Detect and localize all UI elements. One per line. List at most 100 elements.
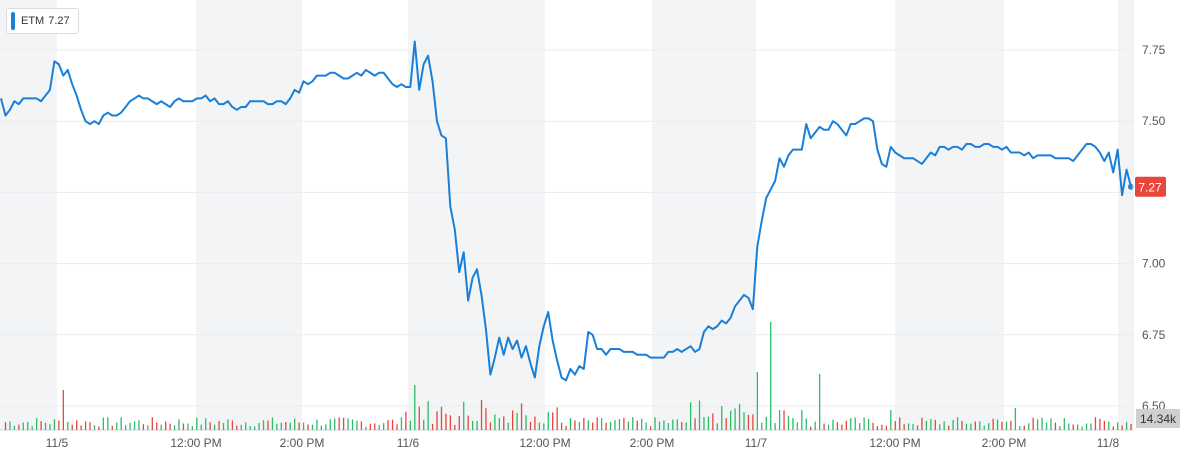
volume-bar <box>258 422 260 430</box>
volume-bar <box>111 425 113 430</box>
volume-bar <box>854 417 856 430</box>
volume-bar <box>1059 426 1061 430</box>
volume-bar <box>583 417 585 430</box>
volume-bar <box>912 423 914 430</box>
volume-bar <box>996 419 999 430</box>
volume-bar <box>178 419 180 430</box>
volume-bar <box>165 421 167 430</box>
volume-bar <box>360 421 363 430</box>
session-band <box>1118 0 1133 430</box>
volume-bar <box>489 422 492 430</box>
volume-bar <box>756 372 758 430</box>
volume-badge <box>1136 409 1180 428</box>
volume-bar <box>930 419 932 430</box>
volume-bar <box>707 416 710 430</box>
volume-bar <box>67 422 69 430</box>
volume-bar <box>578 422 581 430</box>
volume-bar <box>62 390 64 430</box>
volume-bar <box>307 424 309 430</box>
volume-bar <box>859 423 861 430</box>
volume-bar <box>596 417 598 430</box>
volume-bar <box>721 406 723 430</box>
volume-bar <box>605 422 607 430</box>
volume-bar <box>832 419 834 430</box>
volume-bar <box>40 421 42 430</box>
gridlines <box>0 49 1133 431</box>
session-band <box>0 0 57 430</box>
volume-bar <box>231 420 234 430</box>
volume-bar <box>672 419 674 430</box>
volume-bar <box>138 420 140 430</box>
volume-bar <box>27 421 29 430</box>
volume-bar <box>102 417 105 430</box>
volume-bar <box>1108 421 1110 430</box>
volume-bar <box>952 419 954 430</box>
volume-bar <box>939 424 941 430</box>
volume-bar <box>681 421 683 430</box>
volume-bar <box>814 421 816 430</box>
volume-bar <box>738 403 741 430</box>
volume-bar <box>774 423 776 430</box>
volume-bar <box>1032 417 1034 430</box>
volume-bar <box>565 425 567 430</box>
volume-bar <box>302 422 305 430</box>
volume-bar <box>1112 426 1114 430</box>
volume-bar <box>747 414 750 430</box>
volume-bar <box>956 417 959 430</box>
volume-bar <box>841 424 843 430</box>
volume-bar <box>1099 418 1101 430</box>
volume-bar <box>378 424 380 430</box>
volume-bar <box>423 419 425 430</box>
x-axis: 11/5 12:00 PM 2:00 PM 11/6 12:00 PM 2:00 PM 11… <box>46 436 1120 450</box>
volume-bar <box>725 418 727 430</box>
volume-bar <box>1085 423 1088 430</box>
volume-bar <box>1019 426 1021 430</box>
volume-bar <box>689 402 692 430</box>
volume-bar <box>436 411 438 430</box>
volume-bar <box>18 424 20 430</box>
volume-bar <box>503 416 505 430</box>
volume-bar <box>623 417 625 430</box>
legend[interactable]: ETM 7.27 <box>6 8 79 34</box>
volume-bar <box>627 421 629 430</box>
volume-bar <box>4 422 7 430</box>
volume-bar <box>391 419 394 430</box>
volume-bar <box>1117 422 1119 430</box>
volume-bar <box>365 426 367 430</box>
volume-bar <box>983 425 985 430</box>
volume-bar <box>276 423 278 430</box>
volume-bar <box>342 417 345 430</box>
volume-bar <box>765 416 767 430</box>
volume-bar <box>476 420 478 430</box>
last-price-badge <box>1135 176 1166 197</box>
volume-bar <box>529 421 532 430</box>
volume-bar <box>783 410 785 430</box>
volume-bar <box>1054 422 1057 430</box>
volume-bar <box>205 418 207 430</box>
volume-bar <box>160 424 162 430</box>
volume-bar <box>667 423 670 430</box>
volume-bar <box>587 420 589 430</box>
volume-bar <box>1014 408 1017 430</box>
volume-bar <box>685 422 687 430</box>
volume-bar <box>538 422 541 430</box>
volume-bar <box>76 420 78 430</box>
volume-bar <box>761 422 763 430</box>
volume-bar <box>890 410 892 430</box>
volume-bar <box>921 417 923 430</box>
volume-bar <box>916 425 919 430</box>
volume-bar <box>498 418 500 430</box>
x-tick-label: 2:00 PM <box>280 436 325 450</box>
volume-bar <box>1090 423 1092 430</box>
volume-bar <box>196 417 198 430</box>
legend-ticker: ETM <box>21 15 45 27</box>
volume-bar <box>943 421 945 430</box>
volume-bar <box>1036 419 1039 430</box>
volume-bar <box>245 422 247 430</box>
volume-bar <box>480 400 483 430</box>
volume-bar <box>209 422 211 430</box>
volume-bar <box>133 421 136 430</box>
volume-bar <box>961 420 963 430</box>
